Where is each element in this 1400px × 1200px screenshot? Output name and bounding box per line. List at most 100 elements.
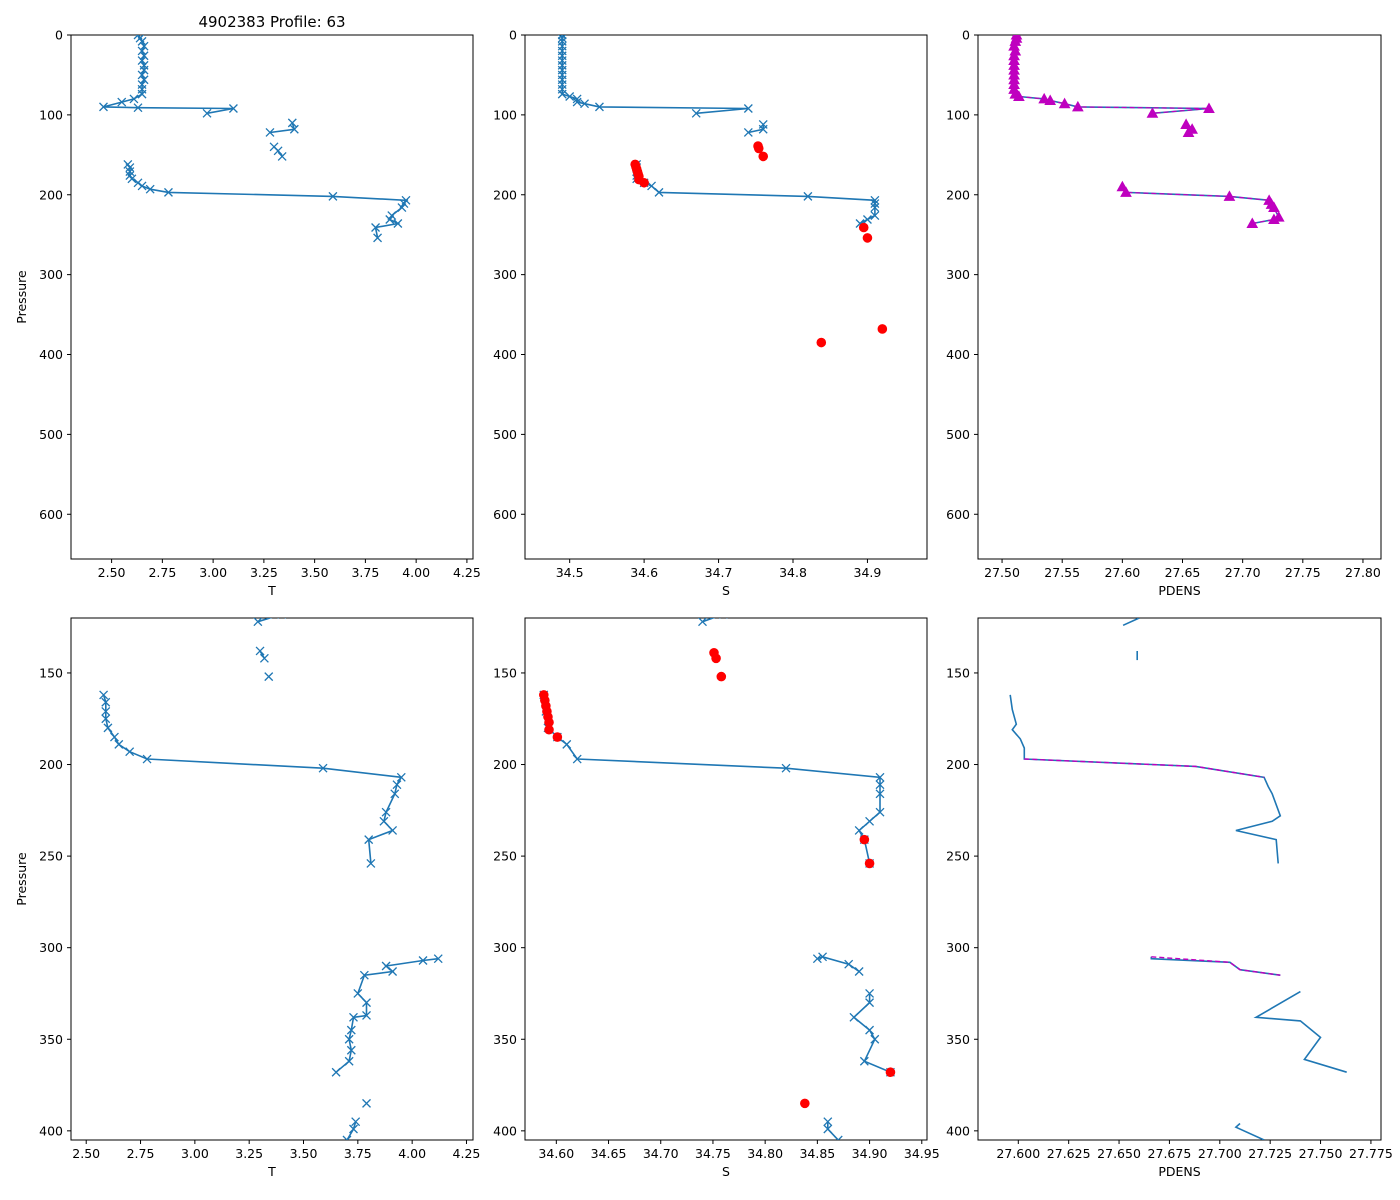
data-point [359, 970, 369, 980]
x-tick-label: 4.25 [453, 1146, 481, 1161]
y-tick-label: 200 [39, 187, 63, 202]
x-tick-label: 27.80 [1345, 565, 1381, 580]
data-point [854, 967, 864, 976]
data-point [145, 184, 155, 194]
series-line [1121, 186, 1280, 225]
series-line-dashed [1024, 758, 1265, 778]
flagged-point [885, 1067, 896, 1078]
data-point [137, 36, 147, 46]
x-tick-label: 34.85 [799, 1146, 835, 1161]
x-tick-label: 3.00 [181, 1146, 209, 1161]
series-line [561, 35, 749, 115]
axes-frame [977, 34, 1382, 560]
data-point [854, 826, 864, 835]
axes-frame [977, 617, 1382, 1141]
y-tick-label: 400 [493, 347, 517, 362]
series-line [1009, 694, 1282, 864]
data-point [1146, 107, 1159, 118]
y-tick-label: 200 [39, 757, 63, 772]
x-tick-label: 27.700 [1198, 1146, 1242, 1161]
data-point [1120, 186, 1132, 197]
data-point [875, 780, 885, 790]
data-point [781, 763, 791, 773]
y-axis-label: Pressure [14, 852, 29, 906]
data-point [328, 191, 338, 201]
data-point [127, 174, 137, 184]
data-point [139, 75, 149, 85]
data-point [572, 97, 582, 107]
data-point [364, 835, 374, 845]
data-point [557, 35, 567, 43]
plot-area [1008, 35, 1285, 229]
y-tick-label: 400 [946, 347, 970, 362]
x-tick-label: 3.50 [301, 565, 329, 580]
flagged-point [862, 233, 873, 243]
data-point [862, 215, 872, 224]
data-point [1013, 90, 1025, 102]
x-tick-label: 34.8 [779, 565, 807, 580]
series-line [1253, 990, 1347, 1073]
data-point [557, 89, 567, 99]
data-point [594, 102, 604, 112]
y-tick-label: 600 [493, 507, 517, 522]
data-point [109, 732, 119, 742]
series-line-dashed [1013, 35, 1210, 114]
data-point [647, 181, 657, 191]
y-tick-label: 200 [493, 187, 517, 202]
data-point [381, 961, 391, 971]
axes-frame [524, 617, 928, 1141]
data-point [133, 103, 143, 113]
data-point [371, 223, 381, 232]
data-point [719, 618, 728, 619]
data-point [875, 789, 885, 799]
data-point [373, 233, 383, 243]
data-point [870, 1034, 880, 1044]
data-point [870, 195, 880, 205]
data-point [565, 92, 575, 101]
x-tick-label: 34.95 [904, 1146, 940, 1161]
y-tick-label: 300 [493, 267, 517, 282]
data-point [1246, 217, 1259, 229]
series-line [102, 694, 403, 864]
data-point [654, 187, 664, 197]
flagged-point [800, 1098, 810, 1109]
data-point [818, 952, 828, 962]
y-tick-label: 150 [493, 665, 517, 680]
data-point [99, 102, 108, 112]
data-point [129, 94, 139, 104]
data-point [1268, 213, 1280, 225]
y-tick-label: 400 [39, 347, 63, 362]
x-tick-label: 4.00 [398, 1146, 426, 1161]
x-tick-label: 27.65 [1165, 565, 1201, 580]
data-point [870, 211, 880, 220]
y-tick-label: 500 [493, 427, 517, 442]
data-point [353, 989, 363, 998]
data-point [557, 35, 567, 40]
data-point [698, 618, 707, 627]
data-point [743, 127, 753, 137]
data-point [318, 763, 328, 773]
data-point [859, 1056, 869, 1066]
data-point [865, 998, 875, 1008]
plot-area [557, 35, 888, 348]
x-tick-label: 2.75 [148, 565, 176, 580]
x-tick-label: 27.675 [1148, 1146, 1192, 1161]
x-axis-label: S [722, 1164, 730, 1179]
data-point [385, 215, 395, 224]
data-point [691, 108, 701, 118]
data-point [1058, 97, 1071, 109]
x-tick-label: 2.50 [98, 565, 126, 580]
data-point [803, 191, 813, 201]
axes-frame [70, 34, 474, 560]
x-axis-label: PDENS [1158, 583, 1200, 598]
x-tick-label: 34.6 [630, 565, 658, 580]
data-point [362, 1098, 371, 1108]
x-tick-label: 3.25 [235, 1146, 263, 1161]
data-point [344, 1056, 354, 1066]
data-point [379, 816, 389, 826]
data-point [390, 789, 400, 799]
y-tick-label: 600 [946, 507, 970, 522]
data-point [142, 754, 152, 764]
data-point [849, 1012, 859, 1022]
panel-top-S: 34.5 34.6 34.7 34.8 34.9 0 100 200 300 400 500 600 S [493, 28, 928, 598]
